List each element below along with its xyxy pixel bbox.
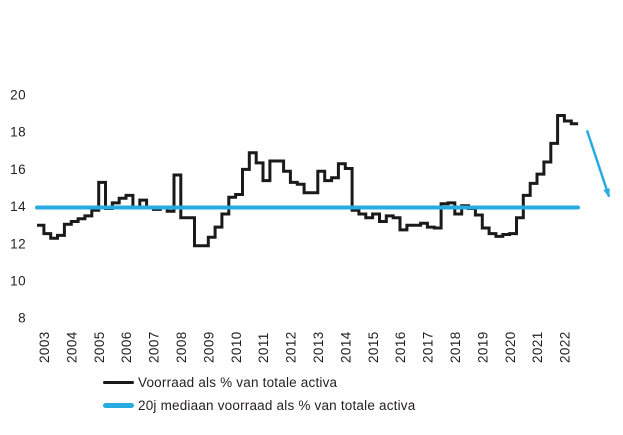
y-tick-label: 8 [18,311,26,326]
legend: Voorraad als % van totale activa 20j med… [103,375,415,413]
legend-label-mediaan: 20j mediaan voorraad als % van totale ac… [138,398,416,413]
x-tick-label: 2021 [530,331,545,363]
x-tick-label: 2012 [284,331,299,363]
x-tick-label: 2009 [201,331,216,363]
y-tick-label: 18 [10,125,26,140]
y-tick-label: 16 [10,162,26,177]
x-tick-label: 2017 [421,331,436,363]
x-tick-label: 2018 [448,331,463,363]
x-tick-label: 2015 [366,331,381,363]
black-line-swatch [103,381,134,384]
x-tick-label: 2013 [311,331,326,363]
x-tick-label: 2014 [338,331,353,363]
x-tick-label: 2008 [174,331,189,363]
x-tick-label: 2011 [256,332,271,363]
x-tick-label: 2022 [558,331,573,363]
decline-arrow [585,129,611,198]
y-tick-label: 14 [10,199,26,214]
x-tick-label: 2007 [147,331,162,363]
voorraad-step-line [37,114,579,248]
y-tick-label: 20 [10,88,26,103]
x-tick-label: 2020 [503,331,518,363]
x-tick-label: 2010 [229,331,244,363]
x-tick-label: 2004 [64,331,79,363]
legend-label-voorraad: Voorraad als % van totale activa [138,375,338,390]
x-tick-label: 2006 [119,331,134,363]
cyan-line-swatch [103,403,134,408]
y-tick-label: 10 [10,274,26,289]
x-tick-label: 2019 [475,331,490,363]
x-tick-label: 2003 [37,331,52,363]
x-tick-label: 2016 [393,331,408,363]
legend-item-voorraad: Voorraad als % van totale activa [103,375,415,390]
x-tick-label: 2005 [92,331,107,363]
y-tick-label: 12 [10,236,26,251]
legend-item-mediaan: 20j mediaan voorraad als % van totale ac… [103,398,415,413]
